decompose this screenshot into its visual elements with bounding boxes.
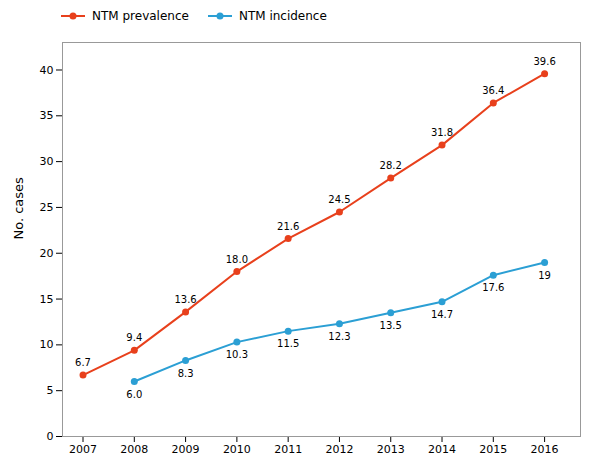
svg-text:2012: 2012 — [325, 443, 353, 456]
svg-text:5: 5 — [47, 384, 54, 397]
svg-text:2007: 2007 — [69, 443, 97, 456]
svg-text:No. cases: No. cases — [11, 177, 26, 240]
svg-text:15: 15 — [40, 293, 54, 306]
svg-text:19: 19 — [538, 270, 551, 281]
svg-text:2009: 2009 — [172, 443, 200, 456]
svg-text:40: 40 — [40, 64, 54, 77]
svg-text:2013: 2013 — [377, 443, 405, 456]
svg-text:9.4: 9.4 — [126, 332, 142, 343]
svg-text:13.5: 13.5 — [380, 320, 402, 331]
svg-text:18.0: 18.0 — [226, 254, 248, 265]
html-text:NTM prevalence: NTM prevalence — [92, 9, 189, 23]
svg-text:2011: 2011 — [274, 443, 302, 456]
svg-text:0: 0 — [47, 430, 54, 443]
svg-text:2016: 2016 — [531, 443, 559, 456]
svg-text:36.4: 36.4 — [482, 85, 504, 96]
svg-text:28.2: 28.2 — [380, 160, 402, 171]
svg-text:6.0: 6.0 — [126, 389, 142, 400]
html-text:NTM incidence: NTM incidence — [238, 9, 327, 23]
svg-text:8.3: 8.3 — [178, 368, 194, 379]
svg-text:39.6: 39.6 — [533, 56, 555, 67]
svg-text:11.5: 11.5 — [277, 338, 299, 349]
svg-text:31.8: 31.8 — [431, 127, 453, 138]
svg-text:10: 10 — [40, 338, 54, 351]
svg-text:24.5: 24.5 — [328, 194, 350, 205]
svg-text:25: 25 — [40, 201, 54, 214]
svg-text:12.3: 12.3 — [328, 331, 350, 342]
svg-text:30: 30 — [40, 155, 54, 168]
svg-text:2008: 2008 — [120, 443, 148, 456]
svg-text:6.7: 6.7 — [75, 357, 91, 368]
svg-text:20: 20 — [40, 247, 54, 260]
svg-text:2014: 2014 — [428, 443, 456, 456]
svg-text:2010: 2010 — [223, 443, 251, 456]
svg-text:35: 35 — [40, 109, 54, 122]
svg-text:14.7: 14.7 — [431, 309, 453, 320]
svg-text:2015: 2015 — [479, 443, 507, 456]
svg-text:10.3: 10.3 — [226, 349, 248, 360]
svg-text:21.6: 21.6 — [277, 221, 299, 232]
svg-text:13.6: 13.6 — [174, 294, 196, 305]
svg-text:17.6: 17.6 — [482, 282, 504, 293]
